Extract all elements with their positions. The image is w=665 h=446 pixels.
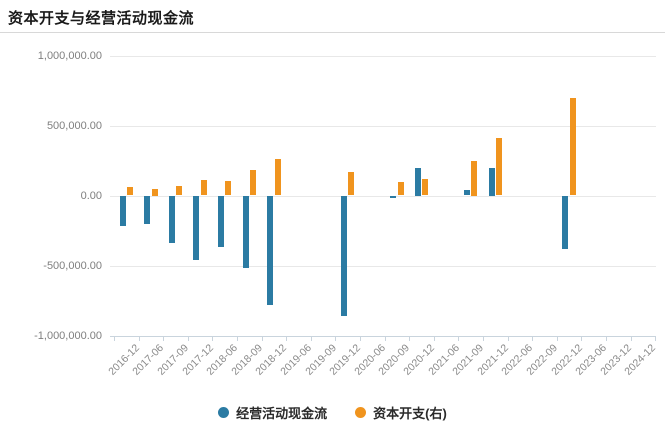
legend-dot-icon: [355, 407, 367, 418]
capex-bar: [397, 182, 404, 196]
axis-tick: [286, 335, 288, 341]
axis-tick: [630, 335, 632, 341]
y-axis-label: -1,000,000.00: [34, 329, 102, 342]
y-axis-label: -500,000.00: [43, 259, 102, 272]
y-axis-label: 1,000,000.00: [37, 49, 102, 62]
title-divider: [0, 32, 665, 33]
legend-item-operating-cash-flow[interactable]: 经营活动现金流: [218, 403, 327, 422]
axis-tick: [138, 335, 140, 341]
axis-tick: [507, 335, 509, 341]
axis-tick: [409, 335, 411, 341]
operating-cash-flow-bar: [488, 167, 495, 196]
axis-tick: [335, 335, 337, 341]
legend-dot-icon: [218, 407, 230, 418]
operating-cash-flow-bar: [464, 189, 470, 196]
axis-tick: [556, 335, 558, 341]
axis-tick: [433, 335, 435, 341]
axis-tick: [261, 335, 263, 341]
capex-bar: [176, 185, 183, 196]
axis-tick: [163, 335, 165, 341]
axis-tick: [212, 335, 214, 341]
gridline: [110, 55, 656, 57]
gridline: [110, 125, 656, 127]
legend-label: 资本开支(右): [373, 406, 447, 421]
capex-bar: [422, 179, 429, 196]
axis-tick: [384, 335, 386, 341]
capex-bar: [274, 159, 281, 196]
capex-bar: [496, 138, 502, 196]
capex-bar: [151, 188, 158, 196]
operating-cash-flow-bar: [562, 195, 569, 250]
legend-label: 经营活动现金流: [236, 406, 328, 421]
axis-tick: [237, 335, 238, 341]
axis-tick: [581, 335, 583, 341]
axis-tick: [606, 335, 607, 341]
operating-cash-flow-bar: [168, 195, 175, 244]
gridline: [110, 195, 656, 197]
axis-tick: [310, 335, 312, 341]
legend-item-capex[interactable]: 资本开支(右): [355, 403, 447, 422]
capex-bar: [348, 171, 355, 196]
operating-cash-flow-bar: [193, 195, 200, 260]
x-axis-line: [110, 335, 656, 337]
operating-cash-flow-bar: [414, 167, 421, 196]
operating-cash-flow-bar: [218, 195, 224, 248]
capex-bar: [200, 180, 207, 196]
y-axis-label: 500,000.00: [46, 119, 102, 132]
operating-cash-flow-bar: [390, 195, 397, 198]
capex-bar: [250, 170, 256, 196]
operating-cash-flow-bar: [242, 195, 249, 269]
capex-bar: [127, 187, 133, 196]
axis-tick: [360, 335, 361, 341]
operating-cash-flow-bar: [144, 195, 151, 224]
operating-cash-flow-bar: [341, 195, 347, 316]
capex-bar: [471, 160, 478, 196]
capex-bar: [569, 98, 576, 196]
chart-title: 资本开支与经营活动现金流: [8, 10, 195, 27]
axis-tick: [483, 335, 484, 341]
operating-cash-flow-bar: [267, 195, 274, 305]
axis-tick: [187, 335, 189, 341]
capex-bar: [225, 180, 232, 196]
gridline: [110, 265, 656, 267]
operating-cash-flow-bar: [119, 195, 126, 227]
axis-tick: [655, 335, 657, 341]
chart-legend: 经营活动现金流 资本开支(右): [0, 403, 665, 422]
axis-tick: [532, 335, 534, 341]
y-axis-label: 0.00: [80, 189, 102, 202]
axis-tick: [458, 335, 460, 341]
axis-tick: [114, 335, 115, 341]
